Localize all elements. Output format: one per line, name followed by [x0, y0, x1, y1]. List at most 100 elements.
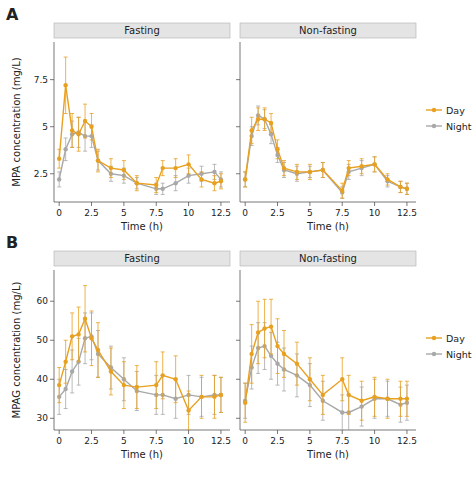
- error-bar: [122, 161, 126, 180]
- x-tick: [277, 430, 278, 434]
- error-bar: [360, 159, 364, 174]
- point: [262, 117, 266, 121]
- point: [135, 385, 139, 389]
- error-bar: [386, 379, 390, 418]
- x-axis: [240, 202, 416, 203]
- x-tick: [374, 430, 375, 434]
- error-bar: [161, 183, 165, 194]
- point: [173, 166, 177, 170]
- plot-area: [243, 106, 409, 198]
- point: [359, 164, 363, 168]
- series-line: [245, 119, 407, 191]
- y-axis-label: MPA concentration (mg/L): [11, 57, 22, 186]
- x-tick: [245, 430, 246, 434]
- x-tick-label: 10: [369, 208, 381, 218]
- x-axis: [54, 430, 230, 431]
- error-bar: [200, 375, 204, 418]
- point: [275, 344, 279, 348]
- error-bar: [405, 183, 409, 194]
- y-tick-label: 40: [37, 374, 49, 384]
- point: [262, 117, 266, 121]
- x-axis-label: Time (h): [306, 221, 349, 232]
- error-bar: [161, 352, 165, 399]
- x-axis: [240, 430, 416, 431]
- error-bar: [250, 325, 254, 384]
- strip: [54, 251, 230, 266]
- series-line: [59, 336, 221, 398]
- legend-label: Day: [446, 333, 465, 344]
- x-tick-label: 5: [121, 436, 127, 446]
- point: [70, 369, 74, 373]
- x-tick: [374, 202, 375, 206]
- point: [340, 377, 344, 381]
- point: [76, 132, 80, 136]
- point: [249, 128, 253, 132]
- series-line: [245, 346, 407, 412]
- error-bar: [212, 176, 216, 191]
- panel: FastingA02.557.51012.52.557.5Time (h)MPA…: [6, 5, 231, 232]
- y-axis: [240, 42, 241, 202]
- error-bar: [386, 174, 390, 185]
- y-axis: [54, 42, 55, 202]
- series-line: [245, 327, 407, 403]
- point: [347, 166, 351, 170]
- error-bar: [109, 348, 113, 395]
- point: [256, 117, 260, 121]
- point: [219, 179, 223, 183]
- x-tick-label: 10: [183, 208, 195, 218]
- series: [243, 299, 409, 422]
- x-tick: [123, 202, 124, 206]
- error-bar: [200, 172, 204, 187]
- strip-label: Fasting: [124, 25, 160, 36]
- error-bar: [187, 155, 191, 174]
- point: [199, 395, 203, 399]
- y-tick: [236, 79, 240, 80]
- y-tick: [236, 340, 240, 341]
- point: [269, 121, 273, 125]
- error-bar: [405, 381, 409, 416]
- point: [249, 352, 253, 356]
- point: [398, 185, 402, 189]
- point: [219, 393, 223, 397]
- error-bar: [135, 366, 139, 409]
- figure: FastingA02.557.51012.52.557.5Time (h)MPA…: [0, 0, 474, 487]
- x-tick-label: 7.5: [149, 208, 163, 218]
- x-tick: [59, 202, 60, 206]
- point: [372, 162, 376, 166]
- y-tick: [236, 126, 240, 127]
- error-bar: [360, 381, 364, 420]
- point: [89, 336, 93, 340]
- point: [161, 166, 165, 170]
- x-axis: [54, 202, 230, 203]
- x-tick-label: 5: [307, 436, 313, 446]
- y-axis-label: MPAG concentration (mg/L): [11, 281, 22, 418]
- error-bar: [295, 342, 299, 385]
- point: [173, 377, 177, 381]
- x-tick-label: 2.5: [270, 436, 284, 446]
- y-tick: [50, 340, 54, 341]
- point: [135, 181, 139, 185]
- point: [340, 410, 344, 414]
- point: [57, 383, 61, 387]
- point: [372, 395, 376, 399]
- point: [219, 393, 223, 397]
- point: [243, 177, 247, 181]
- point: [70, 128, 74, 132]
- x-axis-label: Time (h): [120, 449, 163, 460]
- series: [57, 57, 223, 193]
- point: [321, 168, 325, 172]
- y-tick: [50, 126, 54, 127]
- x-tick: [245, 202, 246, 206]
- error-bar: [256, 301, 260, 363]
- error-bar: [83, 104, 87, 138]
- point: [173, 181, 177, 185]
- x-tick: [188, 202, 189, 206]
- y-tick-label: 60: [37, 296, 49, 306]
- legend-label: Night: [446, 121, 472, 132]
- y-tick-label: 7.5: [34, 75, 48, 85]
- y-tick: [50, 418, 54, 419]
- x-tick: [277, 202, 278, 206]
- legend-marker: [432, 336, 436, 340]
- y-tick: [236, 173, 240, 174]
- point: [398, 185, 402, 189]
